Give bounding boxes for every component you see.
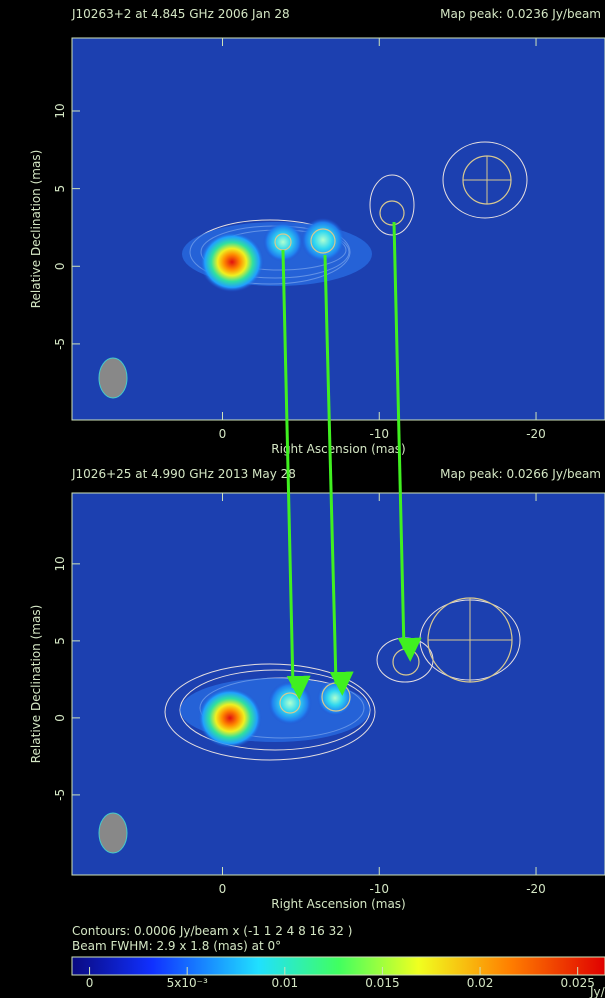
y-tick-label: -5 xyxy=(53,789,67,801)
x-tick-label: -10 xyxy=(369,427,389,441)
x-tick-label: -10 xyxy=(369,882,389,896)
beam xyxy=(99,813,127,853)
contours-note: Contours: 0.0006 Jy/beam x (-1 1 2 4 8 1… xyxy=(72,924,352,938)
y-tick-label: 10 xyxy=(53,556,67,571)
map-peak: Map peak: 0.0236 Jy/beam xyxy=(440,7,601,21)
colorbar-tick-label: 0.01 xyxy=(271,976,298,990)
colorbar xyxy=(72,957,605,975)
y-tick-label: 5 xyxy=(53,185,67,193)
core xyxy=(200,232,264,292)
y-tick-label: -5 xyxy=(53,338,67,350)
x-axis-label: Right Ascension (mas) xyxy=(271,897,405,911)
y-tick-label: 0 xyxy=(53,714,67,722)
colorbar-tick-label: 5x10⁻³ xyxy=(167,976,208,990)
jet-knot xyxy=(268,681,312,725)
x-tick-label: 0 xyxy=(219,427,227,441)
x-tick-label: -20 xyxy=(526,427,546,441)
y-tick-label: 5 xyxy=(53,637,67,645)
y-tick-label: 10 xyxy=(53,103,67,118)
y-axis-label: Relative Declination (mas) xyxy=(29,150,43,309)
colorbar-tick-label: 0.02 xyxy=(467,976,494,990)
panel-title: J10263+2 at 4.845 GHz 2006 Jan 28 xyxy=(71,7,290,21)
panel-title: J1026+25 at 4.990 GHz 2013 May 28 xyxy=(71,467,296,481)
y-axis-label: Relative Declination (mas) xyxy=(29,605,43,764)
beam-note: Beam FWHM: 2.9 x 1.8 (mas) at 0° xyxy=(72,939,281,953)
colorbar-tick-label: 0 xyxy=(86,976,94,990)
colorbar-tick-label: 0.025 xyxy=(560,976,594,990)
core xyxy=(198,688,262,748)
y-tick-label: 0 xyxy=(53,262,67,270)
map-peak: Map peak: 0.0266 Jy/beam xyxy=(440,467,601,481)
beam xyxy=(99,358,127,398)
jet-knot xyxy=(301,218,345,262)
x-axis-label: Right Ascension (mas) xyxy=(271,442,405,456)
x-tick-label: -20 xyxy=(526,882,546,896)
figure: Contours: 0.0006 Jy/beam x (-1 1 2 4 8 1… xyxy=(0,0,605,998)
x-tick-label: 0 xyxy=(219,882,227,896)
colorbar-tick-label: 0.015 xyxy=(365,976,399,990)
